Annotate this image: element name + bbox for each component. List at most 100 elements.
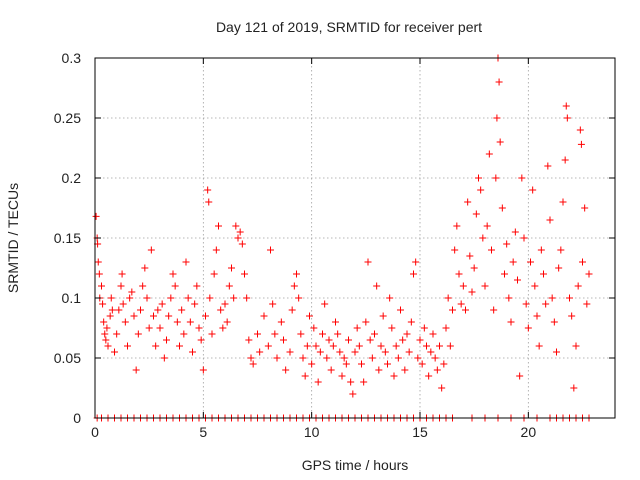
data-point bbox=[492, 174, 500, 182]
data-point bbox=[217, 306, 225, 314]
data-point bbox=[451, 246, 459, 254]
data-point bbox=[107, 294, 115, 302]
data-point bbox=[358, 360, 365, 368]
data-point bbox=[518, 174, 526, 182]
data-point bbox=[228, 264, 235, 272]
data-point bbox=[388, 324, 396, 332]
data-point bbox=[496, 138, 504, 146]
data-point bbox=[581, 204, 589, 212]
data-point bbox=[462, 306, 469, 314]
data-point bbox=[219, 324, 227, 332]
data-point bbox=[126, 294, 134, 302]
data-point bbox=[206, 294, 214, 302]
data-point bbox=[118, 270, 126, 278]
data-point bbox=[197, 336, 205, 344]
axis-ticks: 0 5 10 15 20 0 0.05 0.1 0.15 0.2 0.25 0.3 bbox=[54, 50, 615, 440]
data-point bbox=[121, 318, 129, 326]
data-point bbox=[390, 372, 398, 380]
data-point bbox=[176, 342, 183, 350]
data-point bbox=[128, 288, 136, 296]
data-point bbox=[314, 378, 322, 386]
data-point bbox=[160, 354, 168, 362]
data-point bbox=[325, 336, 333, 344]
data-point bbox=[113, 330, 121, 338]
data-point bbox=[405, 348, 413, 356]
data-point bbox=[449, 306, 456, 314]
data-point bbox=[544, 162, 552, 170]
data-point bbox=[184, 294, 192, 302]
x-tick-label: 15 bbox=[412, 424, 428, 440]
data-point bbox=[438, 384, 446, 392]
data-point bbox=[178, 306, 186, 314]
data-point bbox=[360, 378, 368, 386]
y-tick-label: 0.25 bbox=[54, 110, 81, 126]
data-point bbox=[507, 318, 515, 326]
data-point bbox=[453, 222, 461, 230]
data-point bbox=[205, 198, 213, 206]
data-point bbox=[412, 258, 420, 266]
data-point bbox=[156, 324, 164, 332]
data-point bbox=[574, 282, 582, 290]
data-point bbox=[332, 318, 339, 326]
y-tick-label: 0.1 bbox=[62, 290, 82, 306]
x-tick-label: 10 bbox=[304, 424, 320, 440]
data-point bbox=[514, 276, 521, 284]
data-point bbox=[99, 300, 107, 308]
data-point bbox=[245, 336, 253, 344]
data-point bbox=[321, 300, 329, 308]
data-point bbox=[418, 360, 426, 368]
data-point bbox=[147, 246, 155, 254]
x-tick-label: 0 bbox=[91, 424, 99, 440]
data-point bbox=[501, 270, 508, 278]
data-point bbox=[561, 156, 569, 164]
grid-lines bbox=[95, 58, 615, 418]
data-point bbox=[193, 282, 201, 290]
data-point bbox=[583, 300, 591, 308]
data-point bbox=[92, 212, 100, 220]
data-point bbox=[267, 246, 274, 254]
data-point bbox=[546, 216, 554, 224]
data-point bbox=[440, 360, 448, 368]
data-point bbox=[189, 348, 196, 356]
data-point bbox=[132, 366, 140, 374]
data-point bbox=[271, 330, 279, 338]
data-point bbox=[293, 270, 300, 278]
data-point bbox=[323, 354, 331, 362]
data-point bbox=[98, 282, 105, 290]
data-point bbox=[527, 258, 534, 266]
data-point bbox=[215, 222, 222, 230]
data-point bbox=[548, 294, 556, 302]
data-point bbox=[503, 240, 511, 248]
data-point bbox=[173, 318, 181, 326]
data-point bbox=[585, 270, 593, 278]
data-point bbox=[399, 336, 407, 344]
data-point bbox=[495, 78, 503, 86]
data-point bbox=[141, 264, 149, 272]
data-point bbox=[355, 342, 363, 350]
data-point bbox=[145, 324, 153, 332]
data-point bbox=[542, 300, 550, 308]
data-point bbox=[568, 312, 576, 320]
data-point bbox=[297, 330, 305, 338]
data-point bbox=[152, 342, 160, 350]
data-point bbox=[342, 360, 350, 368]
y-axis-label: SRMTID / TECUs bbox=[5, 183, 21, 293]
data-point bbox=[540, 270, 547, 278]
data-point bbox=[401, 366, 409, 374]
data-point bbox=[392, 342, 400, 350]
data-point bbox=[277, 318, 285, 326]
data-point bbox=[459, 282, 467, 290]
data-point bbox=[319, 330, 326, 338]
data-point bbox=[531, 282, 539, 290]
data-point bbox=[336, 348, 344, 356]
data-point bbox=[202, 312, 209, 320]
data-point bbox=[269, 300, 277, 308]
data-point bbox=[485, 150, 493, 158]
data-point bbox=[282, 366, 290, 374]
x-axis-label: GPS time / hours bbox=[302, 457, 409, 473]
data-point bbox=[386, 294, 394, 302]
data-point bbox=[364, 258, 372, 266]
data-point bbox=[464, 198, 472, 206]
data-point bbox=[498, 204, 506, 212]
data-point bbox=[247, 354, 255, 362]
